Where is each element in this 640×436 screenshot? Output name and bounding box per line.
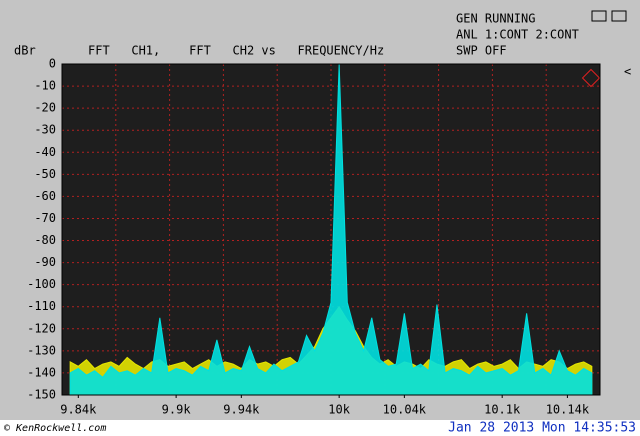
y-tick-label: -110 bbox=[27, 299, 56, 313]
x-tick-label: 10.14k bbox=[546, 403, 590, 417]
y-tick-label: 0 bbox=[49, 57, 56, 71]
scroll-marker: < bbox=[624, 65, 631, 79]
icon bbox=[611, 10, 627, 22]
watermark: © KenRockwell.com bbox=[4, 423, 106, 434]
y-tick-label: -90 bbox=[34, 255, 56, 269]
y-tick-label: -140 bbox=[27, 365, 56, 379]
logo-mark bbox=[581, 68, 601, 88]
y-tick-label: -60 bbox=[34, 189, 56, 203]
y-tick-label: -80 bbox=[34, 233, 56, 247]
y-tick-label: -130 bbox=[27, 343, 56, 357]
logo bbox=[581, 68, 601, 88]
x-tick-label: 10k bbox=[328, 403, 350, 417]
y-tick-label: -70 bbox=[34, 211, 56, 225]
footer-bar bbox=[0, 420, 640, 436]
y-tick-label: -120 bbox=[27, 321, 56, 335]
icon bbox=[591, 10, 607, 22]
x-tick-label: 9.9k bbox=[162, 403, 192, 417]
plot-border bbox=[61, 63, 601, 396]
y-tick-label: -40 bbox=[34, 145, 56, 159]
y-tick-label: -50 bbox=[34, 167, 56, 181]
x-tick-label: 9.84k bbox=[60, 403, 97, 417]
status-line: ANL 1:CONT 2:CONT bbox=[456, 28, 579, 42]
spectrum-ch2 bbox=[69, 63, 593, 396]
x-tick-label: 10.1k bbox=[484, 403, 521, 417]
y-tick-label: -30 bbox=[34, 123, 56, 137]
timestamp: Jan 28 2013 Mon 14:35:53 bbox=[448, 421, 636, 436]
y-tick-label: -10 bbox=[34, 79, 56, 93]
x-tick-label: 10.04k bbox=[383, 403, 427, 417]
x-tick-label: 9.94k bbox=[223, 403, 260, 417]
status-line: SWP OFF bbox=[456, 44, 507, 58]
y-tick-label: -150 bbox=[27, 388, 56, 402]
icons: < bbox=[591, 10, 631, 79]
y-axis-label: dBr bbox=[14, 44, 36, 58]
status-line: GEN RUNNING bbox=[456, 12, 535, 26]
chart-title: FFT CH1, FFT CH2 vs FREQUENCY/Hz bbox=[88, 44, 384, 58]
y-tick-label: -100 bbox=[27, 277, 56, 291]
y-tick-label: -20 bbox=[34, 101, 56, 115]
